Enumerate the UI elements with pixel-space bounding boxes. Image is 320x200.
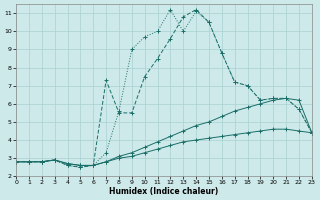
X-axis label: Humidex (Indice chaleur): Humidex (Indice chaleur) bbox=[109, 187, 219, 196]
